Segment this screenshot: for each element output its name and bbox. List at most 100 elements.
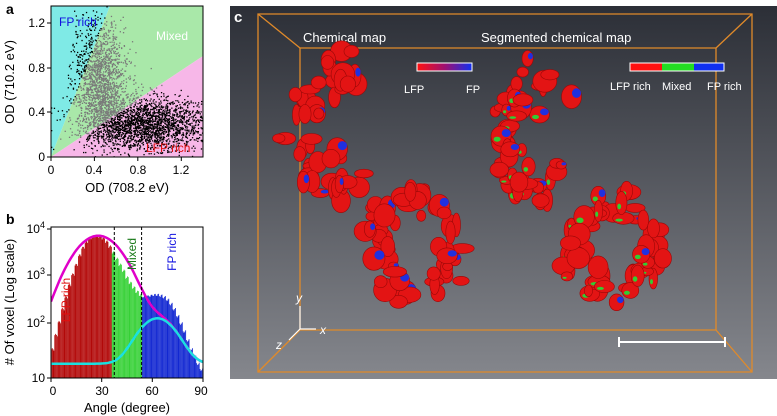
scatter-point [128, 135, 130, 137]
scatter-point [148, 133, 150, 136]
scatter-point [97, 125, 99, 127]
scatter-point [122, 112, 124, 115]
scatter-point [182, 115, 184, 118]
scatter-point [162, 131, 165, 133]
scatter-point [117, 123, 119, 125]
scatter-point [90, 102, 93, 104]
scatter-point [163, 99, 166, 101]
scatter-point [148, 112, 150, 114]
scatter-point [95, 63, 97, 65]
scatter-point [205, 116, 206, 117]
scatter-point [186, 123, 188, 125]
scatter-point [101, 35, 103, 38]
scatter-point [159, 113, 161, 115]
scatter-point [165, 107, 167, 109]
particle [300, 133, 323, 145]
scatter-point [193, 128, 195, 130]
scatter-point [111, 74, 113, 76]
particle [647, 218, 660, 239]
scatter-point [128, 60, 130, 63]
fit-fp-curve [51, 317, 203, 365]
scatter-point [86, 132, 88, 134]
scatter-point [112, 107, 115, 109]
scatter-point [166, 135, 168, 137]
scatter-point [91, 91, 93, 93]
scatter-point [111, 100, 113, 102]
scatter-point [177, 129, 179, 132]
scatter-point [165, 130, 167, 133]
scatter-point [100, 61, 102, 63]
scatter-point [97, 127, 99, 129]
scatter-point [116, 106, 118, 108]
scatter-point [99, 73, 101, 76]
scatter-point [109, 62, 111, 64]
scatter-point [165, 119, 167, 121]
scatter-point [145, 112, 147, 114]
scatter-point [126, 122, 129, 124]
scatter-point [129, 129, 131, 131]
scatter-point [152, 118, 154, 120]
scatter-point [145, 132, 147, 134]
scatter-point [89, 69, 92, 71]
scatter-point [161, 107, 164, 109]
scatter-point [112, 144, 114, 146]
scatter-point [96, 135, 99, 138]
scatter-point [192, 131, 194, 133]
scatter-point [100, 78, 102, 80]
scatter-point [197, 137, 199, 140]
scatter-point [115, 107, 117, 109]
scatter-point [101, 60, 103, 63]
scatter-point [151, 125, 153, 127]
scatter-point [176, 134, 178, 136]
scatter-point [167, 134, 169, 136]
scatter-point [108, 58, 110, 60]
scatter-point [150, 108, 152, 111]
scatter-point [110, 121, 112, 123]
scatter-point [139, 131, 141, 134]
scatter-point [107, 111, 109, 113]
scatter-point [119, 144, 121, 146]
scatter-point [86, 66, 88, 68]
scatter-point [136, 113, 138, 115]
scatter-point [187, 95, 189, 97]
scatter-point [186, 132, 188, 134]
scatter-point [93, 61, 96, 63]
scatter-point [146, 122, 148, 124]
scatter-point [158, 116, 161, 118]
scatter-point [114, 27, 117, 29]
scatter-point [162, 111, 164, 113]
scatter-point [189, 110, 191, 113]
scatter-point [172, 128, 174, 130]
scatter-point [97, 46, 99, 48]
scatter-point [94, 98, 96, 100]
scatter-point [114, 125, 116, 127]
histogram-bar [168, 298, 170, 378]
scatter-point [130, 135, 132, 137]
scatter-point [89, 135, 91, 137]
scatter-point [109, 50, 111, 53]
scatter-point [100, 130, 102, 132]
scatter-point [121, 47, 123, 50]
scatter-point [116, 94, 118, 96]
histogram-bar [99, 235, 101, 378]
scatter-point [118, 110, 120, 113]
fp-patch [572, 88, 581, 98]
scatter-point [154, 119, 156, 121]
scatter-point [111, 24, 113, 26]
scatter-point [104, 75, 106, 77]
scatter-point [92, 24, 94, 26]
scatter-point [172, 146, 175, 148]
scatter-point [122, 141, 125, 143]
scatter-point [97, 110, 99, 112]
scatter-point [149, 114, 151, 117]
scatter-point [156, 106, 158, 108]
scatter-point [105, 108, 108, 110]
scatter-point [109, 57, 111, 59]
scatter-point [163, 136, 165, 138]
scatter-point [137, 86, 140, 89]
scatter-point [95, 73, 97, 76]
scatter-point [83, 70, 85, 72]
scatter-point [69, 64, 71, 66]
scatter-point [85, 59, 87, 61]
scatter-point [125, 109, 127, 111]
